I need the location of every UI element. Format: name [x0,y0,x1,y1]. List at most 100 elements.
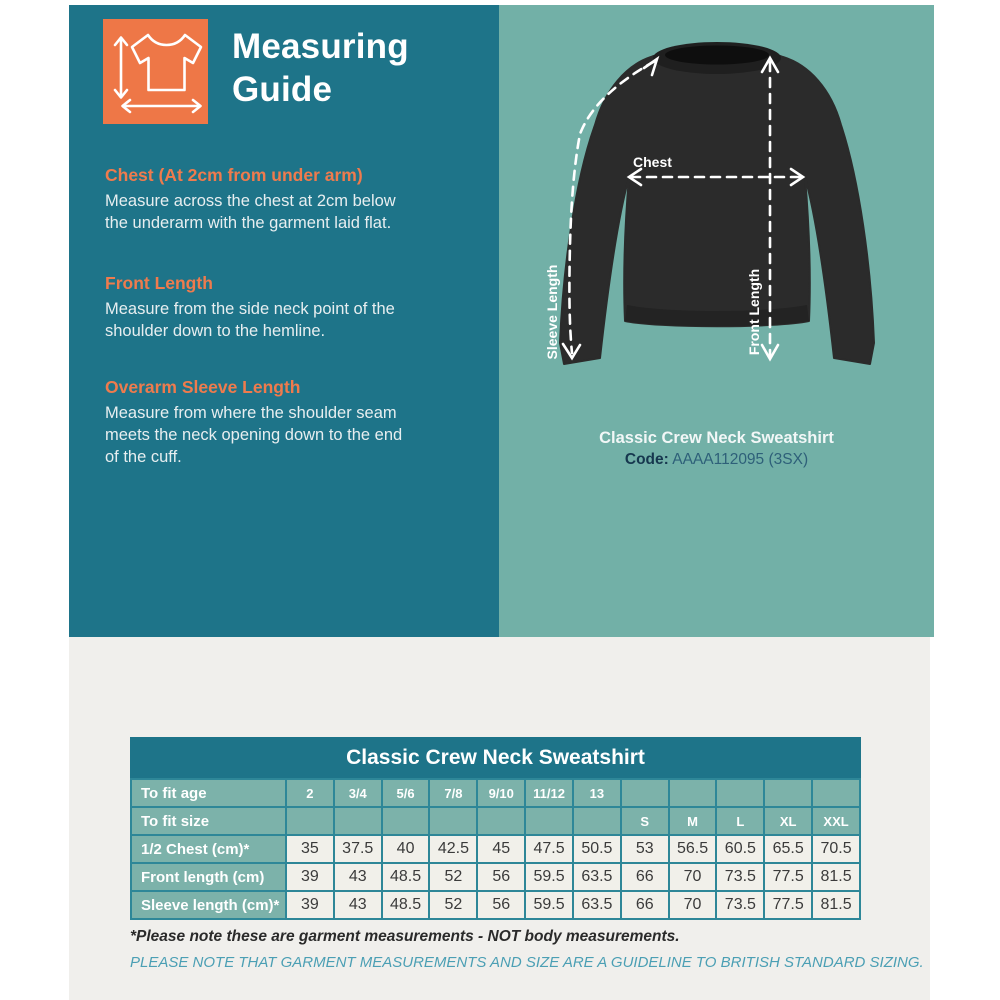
size-table-body: To fit age 2 3/4 5/6 7/8 9/10 11/12 13 To fit si… [130,778,861,920]
table-cell [428,806,479,836]
table-cell [476,806,527,836]
measurement-lines [561,55,806,362]
table-cell: 39 [285,862,335,892]
guide-text-line: Measure across the chest at 2cm below [105,192,396,210]
product-code-value: AAAA112095 (3SX) [672,451,809,468]
table-cell: 77.5 [763,862,814,892]
table-cell: 7/8 [428,778,479,808]
table-cell [763,778,814,808]
table-cell: 52 [428,890,479,920]
table-row: To fit size S M L XL XXL [130,806,861,836]
table-cell: 45 [476,834,527,864]
guide-section-sleeve-length: Overarm Sleeve Length Measure from where… [105,377,475,468]
front-length-arrow-up-icon [760,55,780,74]
chest-arrow-left-icon [626,167,643,187]
table-row: Front length (cm) 39 43 48.5 52 56 59.5 63.5 66 7… [130,862,861,892]
chest-label: Chest [633,154,672,170]
table-cell: M [667,806,718,836]
row-label: Front length (cm) [130,862,287,892]
front-length-arrow-down-icon [760,343,780,362]
table-cell [811,778,861,808]
table-cell [380,806,431,836]
product-code-label: Code: [624,451,669,468]
garment-measurement-note: *Please note these are garment measureme… [130,928,680,945]
table-cell [715,778,766,808]
table-cell: 53 [619,834,670,864]
table-cell: 47.5 [524,834,574,864]
sleeve-arrow-bottom-icon [561,342,582,361]
instructions-panel: Measuring Guide Chest (At 2cm from under… [69,5,499,637]
table-cell: XL [763,806,814,836]
table-cell: L [715,806,766,836]
table-cell: 77.5 [763,890,814,920]
table-cell: 11/12 [524,778,574,808]
page-title-line2: Guide [232,70,333,109]
table-cell: 63.5 [571,890,622,920]
table-cell: 60.5 [715,834,766,864]
table-cell: 5/6 [380,778,431,808]
table-cell [332,806,383,836]
row-label: 1/2 Chest (cm)* [130,834,287,864]
table-cell [619,778,670,808]
table-cell: 59.5 [524,862,574,892]
table-cell: 9/10 [476,778,527,808]
product-caption: Classic Crew Neck Sweatshirt Code: AAAA1… [499,429,934,469]
table-cell: 56.5 [667,834,718,864]
table-row: 1/2 Chest (cm)* 35 37.5 40 42.5 45 47.5 50.5 53 5… [130,834,861,864]
table-cell: 13 [571,778,622,808]
shirt-measure-icon-svg [113,33,203,114]
table-cell: 70.5 [811,834,861,864]
table-cell: 48.5 [380,890,431,920]
product-diagram-panel: Chest Front Length Sleeve Length Classic… [499,5,934,637]
guide-heading: Overarm Sleeve Length [105,377,301,397]
table-cell: 56 [476,890,527,920]
table-cell: 3/4 [332,778,383,808]
table-cell: 40 [380,834,431,864]
size-table: To fit age 2 3/4 5/6 7/8 9/10 11/12 13 To fit si… [130,778,861,920]
table-cell: 48.5 [380,862,431,892]
guide-text-line: of the cuff. [105,448,182,466]
shirt-measure-icon [103,19,208,124]
table-cell: 66 [619,862,670,892]
sleeve-arrow-top-icon [642,55,660,77]
guide-text-line: meets the neck opening down to the end [105,426,403,444]
table-cell: 63.5 [571,862,622,892]
british-sizing-note: PLEASE NOTE THAT GARMENT MEASUREMENTS AN… [130,954,924,971]
table-cell: 50.5 [571,834,622,864]
size-chart-section: Classic Crew Neck Sweatshirt To fit age 2… [69,637,930,1000]
table-cell: 73.5 [715,862,766,892]
table-cell: 43 [332,890,383,920]
table-cell: 39 [285,890,335,920]
table-row: Sleeve length (cm)* 39 43 48.5 52 56 59.5 63.5 6… [130,890,861,920]
guide-text-line: Measure from the side neck point of the [105,300,395,318]
table-cell: 65.5 [763,834,814,864]
table-cell [285,806,335,836]
table-cell: 43 [332,862,383,892]
size-table-title: Classic Crew Neck Sweatshirt [130,737,861,778]
table-cell: 81.5 [811,890,861,920]
top-section: Measuring Guide Chest (At 2cm from under… [69,5,934,637]
row-label: To fit size [130,806,287,836]
guide-section-chest: Chest (At 2cm from under arm) Measure ac… [105,165,475,234]
table-row: To fit age 2 3/4 5/6 7/8 9/10 11/12 13 [130,778,861,808]
table-cell: XXL [811,806,861,836]
size-table-wrap: Classic Crew Neck Sweatshirt To fit age 2… [130,737,861,920]
table-cell: 73.5 [715,890,766,920]
front-length-label: Front Length [746,269,762,355]
row-label: Sleeve length (cm)* [130,890,287,920]
guide-text-line: the underarm with the garment laid flat. [105,214,392,232]
table-cell: 37.5 [332,834,383,864]
product-code: Code: AAAA112095 (3SX) [499,451,934,469]
page-title-line1: Measuring [232,27,409,66]
page-title: Measuring Guide [232,25,409,111]
table-cell: 35 [285,834,335,864]
guide-heading: Chest (At 2cm from under arm) [105,165,363,185]
table-cell: S [619,806,670,836]
table-cell [524,806,574,836]
sweatshirt-diagram: Chest Front Length Sleeve Length [544,42,875,365]
sleeve-length-label: Sleeve Length [544,265,560,360]
table-cell: 2 [285,778,335,808]
table-cell: 52 [428,862,479,892]
product-name: Classic Crew Neck Sweatshirt [599,429,834,447]
